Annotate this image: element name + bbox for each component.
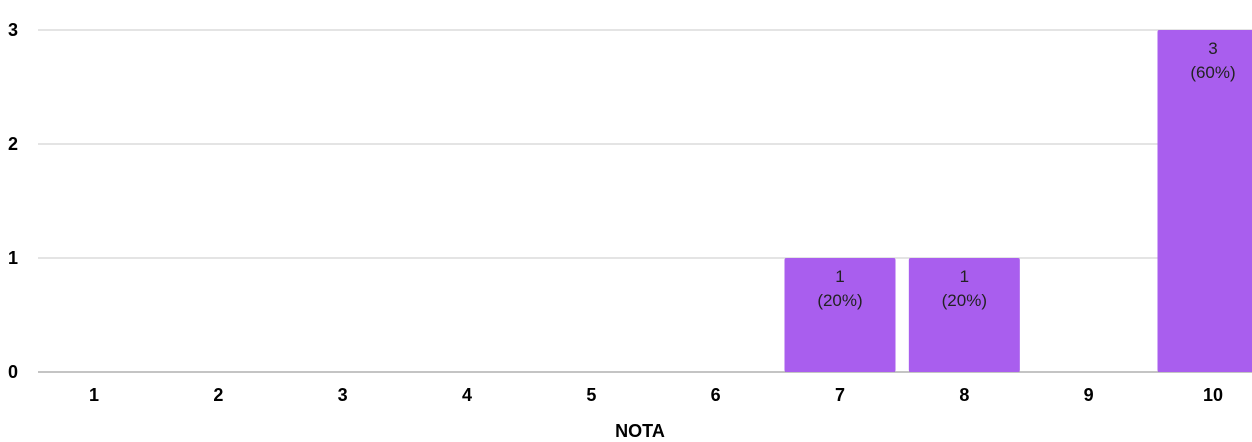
y-tick-label: 1 [8,248,18,268]
x-axis-ticks: 1 2 3 4 5 6 7 8 9 10 [89,385,1223,405]
x-tick-label: 3 [338,385,348,405]
bars [784,30,1252,372]
x-tick-label: 2 [213,385,223,405]
bar [784,258,896,372]
x-tick-label: 6 [711,385,721,405]
x-tick-label: 1 [89,385,99,405]
bar-data-label: (20%) [817,291,862,310]
x-tick-label: 10 [1203,385,1223,405]
y-axis-ticks: 0 1 2 3 [8,20,18,382]
y-tick-label: 2 [8,134,18,154]
bar [1157,30,1252,372]
bar-data-label: 3 [1208,39,1217,58]
bar-data-labels: 1 (20%) 1 (20%) 3 (60%) [817,39,1235,310]
bar-data-label: 1 [835,267,844,286]
y-tick-label: 3 [8,20,18,40]
x-tick-label: 9 [1084,385,1094,405]
x-axis-title: NOTA [615,421,665,441]
x-tick-label: 7 [835,385,845,405]
bar-data-label: (20%) [942,291,987,310]
x-tick-label: 4 [462,385,472,405]
x-tick-label: 5 [586,385,596,405]
gridlines [38,29,1252,373]
bar-data-label: 1 [960,267,969,286]
y-tick-label: 0 [8,362,18,382]
x-tick-label: 8 [959,385,969,405]
bar-data-label: (60%) [1190,63,1235,82]
bar [908,258,1020,372]
